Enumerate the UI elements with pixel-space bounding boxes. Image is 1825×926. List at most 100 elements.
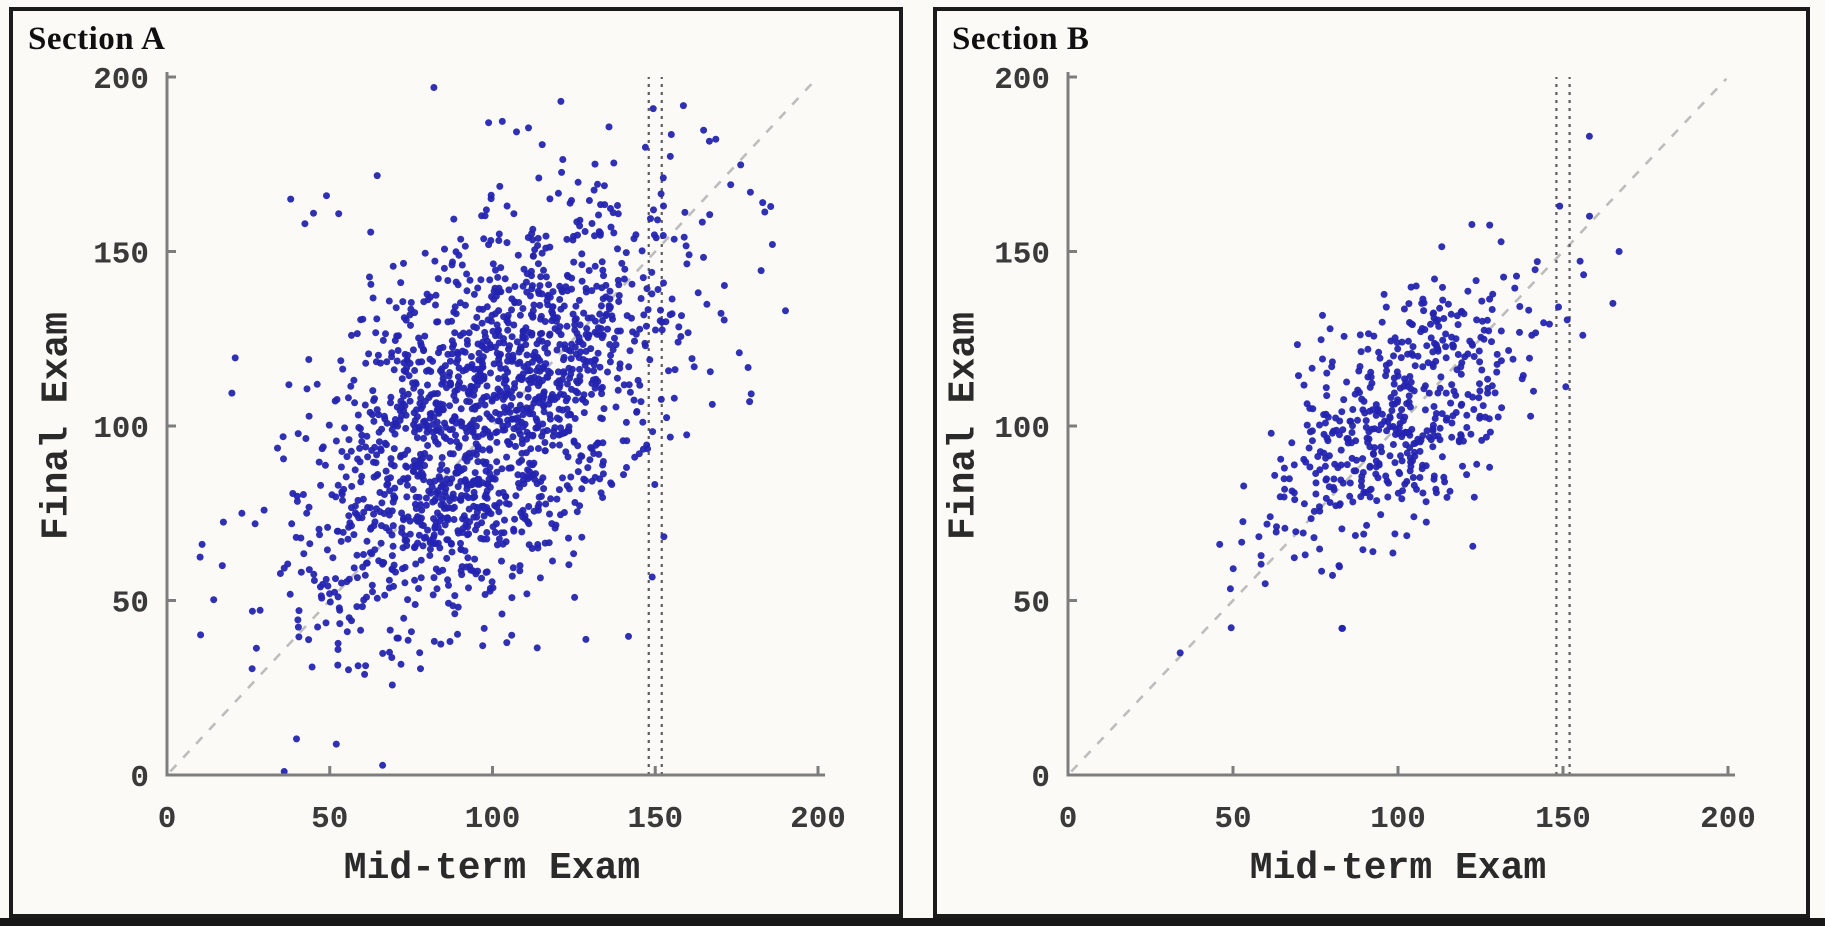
data-point (576, 372, 584, 380)
data-point (576, 365, 583, 373)
data-point (308, 663, 316, 671)
data-point (495, 508, 503, 516)
data-point (365, 350, 373, 358)
data-point (538, 432, 546, 440)
data-point (536, 282, 544, 290)
data-point (483, 568, 491, 576)
data-point (546, 415, 554, 423)
data-point (419, 522, 427, 530)
data-point (450, 215, 458, 223)
data-point (419, 346, 427, 353)
data-point (1476, 387, 1484, 395)
data-point (474, 284, 482, 292)
y-tick-label: 150 (994, 238, 1050, 273)
data-point (1530, 387, 1537, 395)
data-point (563, 235, 571, 243)
data-point (559, 474, 566, 482)
data-point (610, 159, 618, 167)
data-point (1384, 493, 1392, 501)
data-point (332, 575, 339, 583)
data-point (1447, 310, 1455, 318)
data-point (393, 403, 401, 411)
data-point (651, 481, 659, 488)
data-point (575, 333, 583, 341)
data-point (546, 331, 554, 339)
data-point (652, 234, 660, 242)
data-point (491, 343, 499, 351)
data-point (1288, 439, 1296, 447)
data-point (528, 331, 536, 339)
data-point (1419, 295, 1427, 303)
data-point (495, 237, 503, 244)
data-point (648, 573, 656, 581)
data-point (582, 635, 590, 643)
data-point (295, 633, 303, 641)
data-point (464, 554, 472, 562)
data-point (498, 117, 506, 125)
data-point (238, 509, 246, 517)
data-point (1370, 332, 1378, 340)
data-point (1458, 307, 1466, 315)
data-point (1393, 368, 1401, 376)
data-point (746, 398, 754, 406)
data-point (499, 489, 507, 496)
data-point (388, 654, 396, 661)
data-point (1427, 436, 1435, 444)
data-point (424, 526, 432, 534)
data-point (389, 542, 397, 550)
data-point (1281, 485, 1289, 493)
data-point (426, 293, 434, 301)
data-point (1399, 417, 1407, 425)
data-point (712, 135, 720, 143)
data-point (430, 637, 438, 645)
data-point (615, 292, 623, 299)
data-point (465, 584, 472, 592)
data-point (427, 391, 435, 399)
data-point (528, 358, 536, 366)
data-point (746, 188, 754, 196)
data-point (636, 381, 644, 389)
data-point (546, 195, 554, 203)
data-point (608, 481, 616, 488)
data-point (516, 311, 524, 319)
data-point (1527, 412, 1535, 420)
data-point (372, 459, 380, 467)
data-point (367, 280, 375, 288)
data-point (1306, 428, 1314, 436)
data-point (1476, 358, 1484, 366)
data-point (510, 321, 518, 329)
data-point (1338, 525, 1346, 533)
data-point (1449, 342, 1457, 350)
data-point (461, 434, 469, 442)
data-point (1257, 560, 1265, 568)
data-point (1394, 396, 1402, 404)
data-point (448, 475, 456, 483)
data-point (231, 354, 239, 362)
data-point (341, 424, 349, 432)
data-point (564, 380, 571, 388)
data-point (508, 333, 516, 341)
data-point (406, 397, 414, 405)
data-point (647, 215, 654, 223)
data-point (1486, 295, 1494, 303)
data-point (362, 443, 370, 451)
data-point (406, 530, 414, 538)
y-tick-label: 200 (994, 63, 1050, 98)
data-point (525, 541, 533, 549)
data-point (460, 384, 468, 392)
data-point (336, 620, 344, 628)
data-point (470, 290, 478, 298)
data-point (1357, 493, 1365, 501)
data-point (727, 181, 735, 189)
data-point (447, 381, 454, 389)
data-point (1369, 406, 1377, 414)
data-point (574, 231, 581, 239)
data-point (668, 295, 676, 303)
data-point (559, 156, 567, 163)
data-point (379, 649, 387, 657)
data-point (496, 410, 503, 418)
data-point (572, 396, 580, 404)
data-point (1525, 306, 1533, 314)
data-point (530, 399, 538, 407)
data-point (1261, 580, 1269, 588)
